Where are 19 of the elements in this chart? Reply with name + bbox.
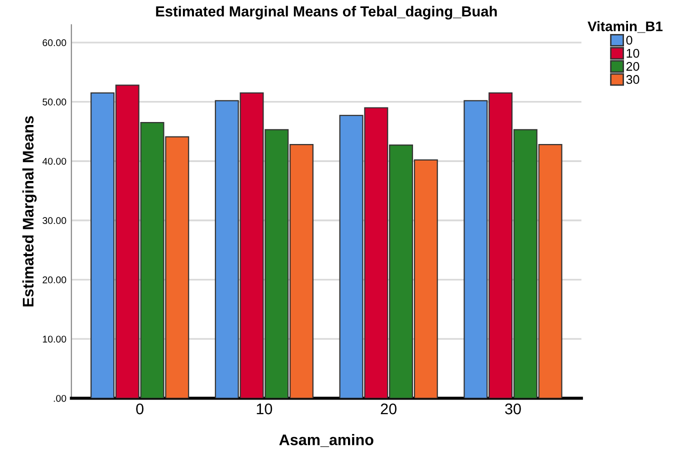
legend-label: 10	[626, 48, 640, 58]
y-axis-title: Estimated Marginal Means	[22, 116, 37, 306]
y-tick-label: 10.00	[42, 336, 66, 343]
y-tick-label: .00	[54, 394, 66, 402]
legend-label: 20	[626, 62, 640, 71]
chart-title: Estimated Marginal Means of Tebal_daging_Buah	[156, 6, 497, 20]
y-tick-label: 60.00	[42, 39, 66, 46]
x-tick-label: 0	[136, 404, 144, 414]
y-tick-label: 20.00	[42, 276, 66, 284]
x-tick-label: 30	[505, 404, 521, 414]
x-axis-title: Asam_amino	[279, 434, 374, 447]
legend-label: 30	[626, 75, 640, 84]
y-tick-label: 30.00	[42, 217, 66, 224]
y-tick-label: 40.00	[42, 158, 66, 165]
y-tick-label: 50.00	[42, 98, 66, 106]
legend-label: 0	[626, 36, 632, 45]
legend-title: Vitamin_B1	[588, 21, 663, 33]
x-tick-label: 20	[380, 404, 396, 414]
x-tick-label: 10	[256, 404, 272, 414]
